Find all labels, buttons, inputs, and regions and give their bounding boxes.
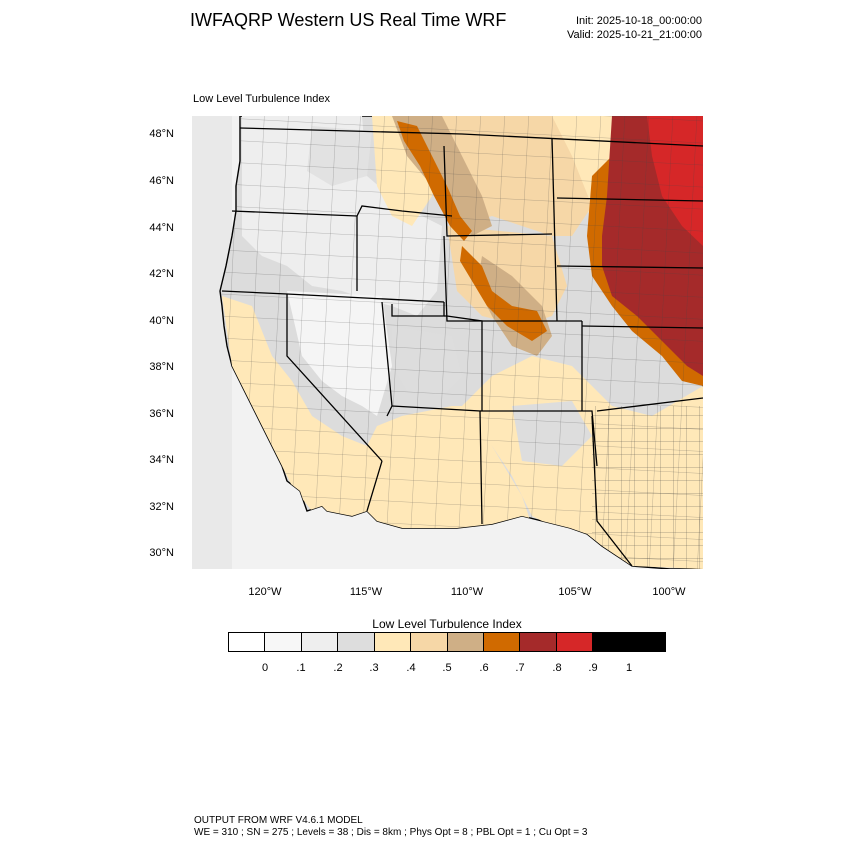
valid-time: Valid: 2025-10-21_21:00:00 xyxy=(567,29,702,41)
lon-label-115: 115°W xyxy=(349,586,383,598)
map-panel: 48°N 46°N 44°N 42°N 40°N 38°N 36°N 34°N … xyxy=(149,116,703,598)
colorbar-tick-1: .1 xyxy=(296,662,306,674)
lon-label-120: 120°W xyxy=(248,586,282,598)
chart-title: IWFAQRP Western US Real Time WRF xyxy=(190,10,507,30)
colorbar-cell-3 xyxy=(338,633,375,651)
colorbar-cell-11 xyxy=(629,633,666,651)
colorbar-tick-3: .3 xyxy=(369,662,379,674)
colorbar-cell-1 xyxy=(265,633,302,651)
colorbar-cell-6 xyxy=(447,633,484,651)
state-boundaries xyxy=(221,127,703,567)
colorbar-cell-2 xyxy=(301,633,339,651)
lat-label-42: 42°N xyxy=(149,268,174,280)
colorbar-cell-7 xyxy=(483,633,521,651)
lat-label-32: 32°N xyxy=(149,501,174,513)
colorbar-cell-8 xyxy=(520,633,557,651)
colorbar-cell-10 xyxy=(593,633,630,651)
colorbar-cell-4 xyxy=(374,633,412,651)
model-info-footer: OUTPUT FROM WRF V4.6.1 MODEL WE = 310 ; … xyxy=(194,815,587,839)
lat-label-40: 40°N xyxy=(149,315,174,327)
lat-label-30: 30°N xyxy=(149,547,174,559)
colorbar-tick-8: .8 xyxy=(552,662,562,674)
lat-label-34: 34°N xyxy=(149,454,174,466)
lon-label-100: 100°W xyxy=(652,586,686,598)
model-version: OUTPUT FROM WRF V4.6.1 MODEL xyxy=(194,815,363,826)
field-name: Low Level Turbulence Index xyxy=(193,93,330,105)
run-info: Init: 2025-10-18_00:00:00 Valid: 2025-10… xyxy=(567,14,702,42)
colorbar-tick-9: .9 xyxy=(588,662,598,674)
colorbar-tick-5: .5 xyxy=(442,662,452,674)
lat-label-44: 44°N xyxy=(149,222,174,234)
colorbar-cell-5 xyxy=(411,633,448,651)
ocean-area-west xyxy=(192,116,232,569)
colorbar-title: Low Level Turbulence Index xyxy=(372,617,522,631)
canada-border xyxy=(239,127,703,147)
lat-label-48: 48°N xyxy=(149,128,174,140)
colorbar-tick-6: .6 xyxy=(479,662,489,674)
init-time: Init: 2025-10-18_00:00:00 xyxy=(576,15,702,27)
model-config: WE = 310 ; SN = 275 ; Levels = 38 ; Dis … xyxy=(194,827,588,838)
colorbar-tick-7: .7 xyxy=(515,662,525,674)
colorbar-tick-10: 1 xyxy=(625,662,633,674)
colorbar-cell-9 xyxy=(556,633,594,651)
colorbar-tick-4: .4 xyxy=(406,662,416,674)
map-canvas xyxy=(192,116,703,569)
lat-label-36: 36°N xyxy=(149,408,174,420)
colorbar-tick-2: .2 xyxy=(333,662,343,674)
lat-label-38: 38°N xyxy=(149,361,174,373)
lat-label-46: 46°N xyxy=(149,175,174,187)
lon-label-110: 110°W xyxy=(450,586,484,598)
colorbar-tick-0: 0 xyxy=(261,662,269,674)
colorbar-cell-0 xyxy=(229,633,266,651)
lon-label-105: 105°W xyxy=(558,586,592,598)
county-boundaries-tx xyxy=(592,406,703,569)
colorbar xyxy=(228,632,666,652)
